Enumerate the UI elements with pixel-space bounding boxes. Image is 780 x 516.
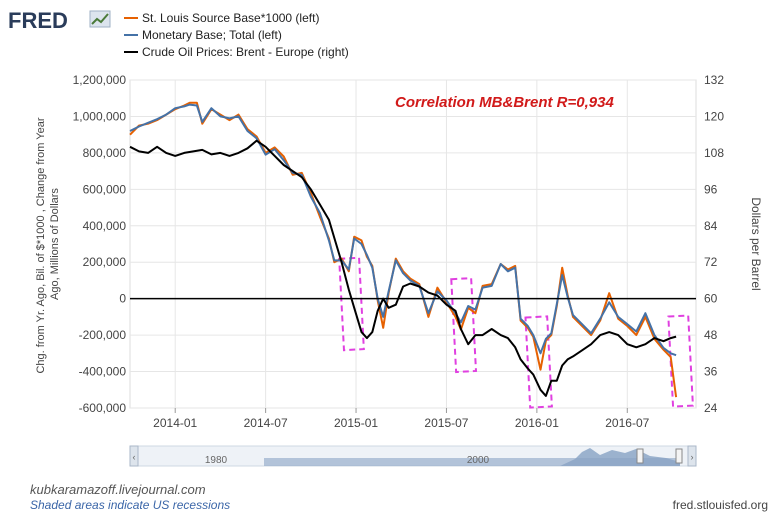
x-axis: 2014-01 2014-07 2015-01 2015-07 2016-01 2016-… [153, 408, 650, 430]
highlight-box [338, 256, 365, 352]
legend-label-monetary-base: Monetary Base; Total (left) [142, 28, 282, 42]
y-right-tick-label: 60 [704, 292, 718, 306]
y-axis-left-title: Chg. from Yr. Ago, Bil. of $*1000 , Chan… [35, 114, 61, 373]
y-left-tick-label: 800,000 [83, 146, 127, 160]
source-link[interactable]: fred.stlouisfed.org [672, 498, 768, 512]
y-axis-left-title-line2: Ago, Millions of Dollars [49, 188, 61, 300]
legend-label-source-base: St. Louis Source Base*1000 (left) [142, 11, 319, 25]
range-label-2000: 2000 [467, 455, 490, 466]
range-selector-selected [264, 458, 680, 466]
series-lines [129, 101, 678, 398]
y-right-tick-label: 24 [704, 401, 718, 415]
highlight-box [450, 277, 478, 374]
y-right-tick-label: 108 [704, 146, 724, 160]
range-selector-right-arrow[interactable] [687, 445, 697, 467]
gridlines [130, 79, 696, 409]
y-left-tick-label: 1,000,000 [73, 109, 127, 123]
y-left-tick-label: -600,000 [79, 401, 127, 415]
range-label-1980: 1980 [205, 455, 228, 466]
chevron-left-icon[interactable]: ‹ [133, 452, 136, 462]
x-tick-label: 2015-01 [334, 416, 378, 430]
series-line-1 [129, 103, 677, 357]
y-left-tick-label: 400,000 [83, 219, 127, 233]
y-right-tick-label: 36 [704, 365, 718, 379]
legend: St. Louis Source Base*1000 (left) Moneta… [124, 11, 349, 59]
legend-label-brent: Crude Oil Prices: Brent - Europe (right) [142, 45, 349, 59]
y-right-tick-label: 84 [704, 219, 718, 233]
series-line-0 [129, 101, 678, 398]
y-left-tick-label: 0 [119, 292, 126, 306]
y-left-tick-label: -400,000 [79, 365, 127, 379]
fred-logo: FRED [8, 8, 68, 33]
range-handle-right[interactable] [675, 448, 683, 464]
highlight-box [524, 315, 553, 409]
watermark: kubkaramazoff.livejournal.com [30, 482, 206, 497]
y-axis-right: 132 120 108 96 84 72 60 48 36 24 [704, 73, 724, 415]
y-right-tick-label: 120 [704, 109, 724, 123]
recession-note: Shaded areas indicate US recessions [30, 498, 231, 512]
y-right-tick-label: 132 [704, 73, 724, 87]
correlation-annotation: Correlation MB&Brent R=0,934 [395, 94, 614, 111]
x-tick-label: 2016-07 [605, 416, 649, 430]
x-tick-label: 2014-01 [153, 416, 197, 430]
fred-logo-graph-icon [89, 10, 111, 28]
y-axis-left-title-line1: Chg. from Yr. Ago, Bil. of $*1000 , Chan… [35, 117, 47, 373]
chevron-right-icon[interactable]: › [691, 452, 694, 462]
y-left-tick-label: 600,000 [83, 182, 127, 196]
y-axis-left: 1,200,000 1,000,000 800,000 600,000 400,000 2… [73, 73, 127, 415]
range-handle-left[interactable] [636, 448, 644, 464]
y-left-tick-label: 200,000 [83, 255, 127, 269]
x-tick-label: 2016-01 [515, 416, 559, 430]
y-left-tick-label: 1,200,000 [73, 73, 127, 87]
y-left-tick-label: -200,000 [79, 328, 127, 342]
y-axis-right-title: Dollars per Barrel [749, 197, 763, 290]
plot-area [129, 79, 697, 409]
y-right-tick-label: 96 [704, 182, 718, 196]
x-tick-label: 2014-07 [244, 416, 288, 430]
y-right-tick-label: 48 [704, 328, 718, 342]
range-selector-left-arrow[interactable] [129, 445, 139, 467]
range-selector[interactable]: ‹ › 1980 2000 [129, 445, 697, 467]
y-right-tick-label: 72 [704, 255, 718, 269]
x-tick-label: 2015-07 [424, 416, 468, 430]
series-line-2 [129, 139, 677, 397]
